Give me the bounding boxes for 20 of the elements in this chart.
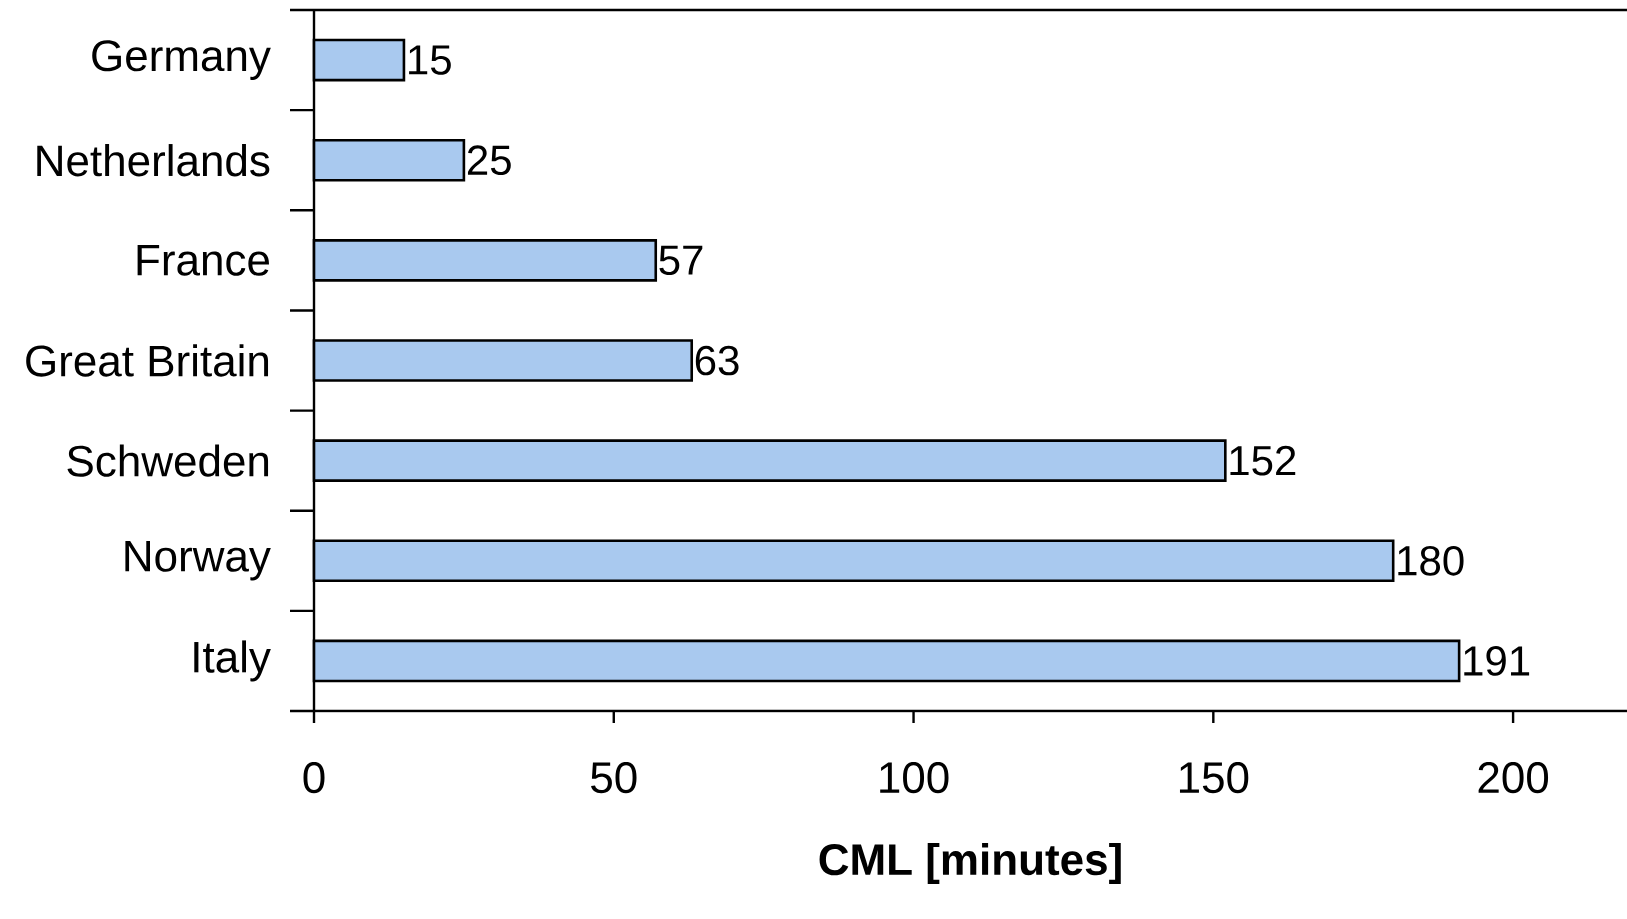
x-axis-title: CML [minutes] <box>819 842 1121 884</box>
y-tick-label: France <box>137 245 269 276</box>
data-label: 191 <box>1464 646 1530 676</box>
y-tick-label: Great Britain <box>26 344 269 377</box>
x-tick-label: 50 <box>591 762 637 794</box>
y-tick-label: Schweden <box>67 444 269 477</box>
y-tick-label: Italy <box>194 640 271 682</box>
y-tick-label: Netherlands <box>37 144 270 177</box>
data-label: 57 <box>659 245 703 276</box>
data-label: 180 <box>1398 545 1464 576</box>
x-tick-label: 200 <box>1478 762 1549 794</box>
data-label: 63 <box>695 345 739 376</box>
x-tick-label: 150 <box>1179 762 1249 794</box>
y-tick-label: Norway <box>125 541 271 581</box>
x-tick-label: 0 <box>303 762 325 794</box>
data-label: 152 <box>1230 445 1296 476</box>
data-label: 15 <box>409 45 451 75</box>
x-tick-label: 100 <box>880 762 949 794</box>
y-tick-label: Germany <box>92 40 271 81</box>
data-label: 25 <box>467 145 511 176</box>
